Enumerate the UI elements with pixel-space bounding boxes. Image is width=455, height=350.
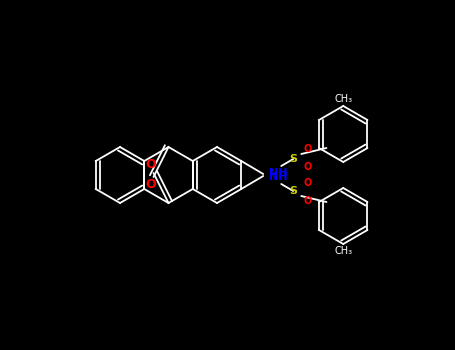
Text: O: O — [303, 178, 311, 188]
Text: CH₃: CH₃ — [334, 246, 352, 256]
Text: S: S — [289, 186, 297, 196]
Text: O: O — [145, 178, 156, 191]
Text: NH: NH — [269, 168, 288, 178]
Text: O: O — [303, 196, 311, 206]
Text: NH: NH — [269, 172, 288, 182]
Text: S: S — [289, 154, 297, 164]
Text: O: O — [145, 159, 156, 172]
Text: CH₃: CH₃ — [334, 94, 352, 104]
Text: O: O — [303, 144, 311, 154]
Text: O: O — [303, 162, 311, 172]
